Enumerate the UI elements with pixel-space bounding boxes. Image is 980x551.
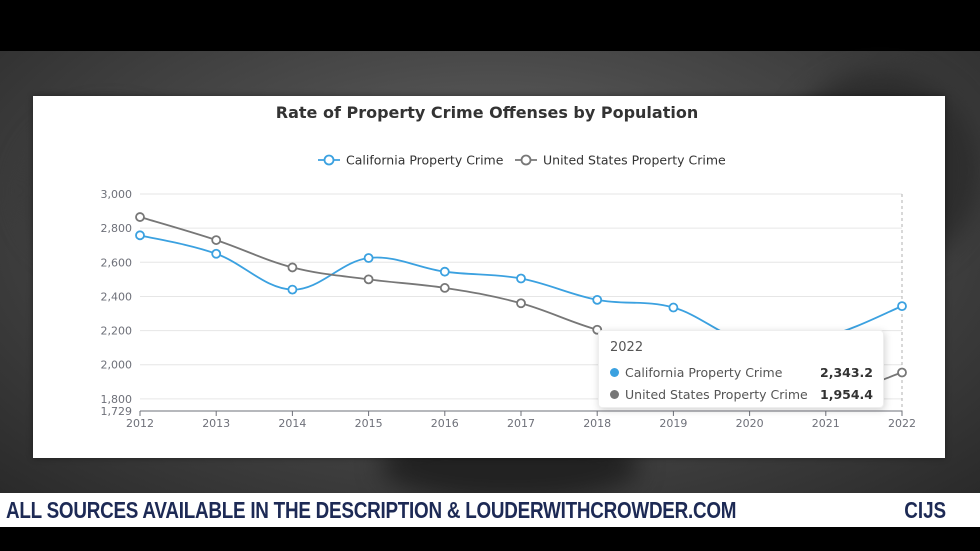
x-tick-label: 2018 [583,417,611,430]
data-point [287,262,298,273]
data-point [668,302,679,313]
banner-tag: CIJS [904,497,946,523]
x-tick-label: 2019 [659,417,687,430]
data-point [211,248,222,259]
y-tick-label: 1,800 [101,393,133,406]
banner-text: ALL SOURCES AVAILABLE IN THE DESCRIPTION… [6,497,737,523]
data-point [135,230,145,241]
chart-card: Rate of Property Crime Offenses by Popul… [33,96,945,458]
legend-label: United States Property Crime [543,153,726,168]
y-tick-label: 2,600 [101,256,133,269]
tooltip-series-name: United States Property Crime [625,387,808,402]
x-tick-label: 2017 [507,417,535,430]
data-point [592,294,603,305]
tooltip-row-united-states: United States Property Crime 1,954.4 [610,387,873,407]
y-tick-label: 2,400 [101,290,133,303]
data-point [439,283,450,293]
bottom-banner: ALL SOURCES AVAILABLE IN THE DESCRIPTION… [0,493,980,527]
y-tick-label: 2,200 [101,325,133,338]
data-point [897,301,907,312]
legend-label: California Property Crime [346,153,504,168]
data-point [439,266,450,277]
legend[interactable]: California Property Crime United States P… [318,153,726,168]
tooltip-value: 2,343.2 [820,365,873,380]
data-point [363,274,374,285]
x-tick-label: 2012 [126,417,154,430]
legend-item-united-states[interactable]: United States Property Crime [515,153,726,168]
tooltip: 2022 California Property Crime 2,343.2 U… [598,330,884,408]
y-tick-label: 2,800 [101,222,133,235]
series-dot-icon [610,368,619,377]
legend-marker-icon [520,154,532,166]
tooltip-row-california: California Property Crime 2,343.2 [610,365,873,385]
data-point [516,273,526,284]
x-tick-label: 2022 [888,417,916,430]
series-line [139,234,903,346]
data-point [897,367,907,378]
x-tick-label: 2020 [736,417,764,430]
x-tick-label: 2014 [278,417,306,430]
chart-title: Rate of Property Crime Offenses by Popul… [276,103,698,122]
data-point [363,253,374,263]
tooltip-title: 2022 [610,340,644,355]
x-tick-label: 2013 [202,417,230,430]
y-tick-label: 3,000 [101,188,133,201]
x-axis: 2012 2013 2014 2015 2016 2017 2018 2019 2020 2021… [126,410,916,430]
data-point [211,235,222,245]
tooltip-series-name: California Property Crime [625,365,783,380]
data-point [516,298,526,309]
x-tick-label: 2015 [355,417,383,430]
y-tick-label: 1,729 [101,405,133,418]
data-point [287,284,298,295]
legend-marker-icon [323,154,335,166]
tooltip-value: 1,954.4 [820,387,873,402]
series-dot-icon [610,390,619,399]
x-tick-label: 2021 [812,417,840,430]
legend-item-california[interactable]: California Property Crime [318,153,504,168]
y-tick-label: 2,000 [101,359,133,372]
data-point [135,212,145,222]
x-tick-label: 2016 [431,417,459,430]
